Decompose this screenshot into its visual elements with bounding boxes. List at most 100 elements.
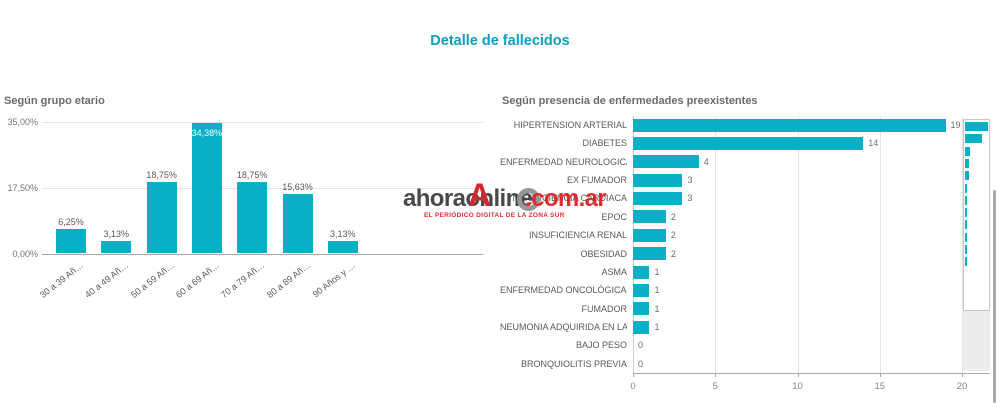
condition-bar[interactable] xyxy=(633,265,650,279)
v-gridline xyxy=(797,116,799,373)
bar-value-label: 0 xyxy=(638,340,644,351)
minimap-bar xyxy=(965,134,982,144)
condition-bar[interactable] xyxy=(633,228,666,242)
v-gridline xyxy=(962,116,963,373)
condition-bar[interactable] xyxy=(633,192,683,206)
chart-minimap[interactable] xyxy=(963,119,990,371)
x-axis-tick-label: 15 xyxy=(874,381,886,392)
chart-cond-title: Según presencia de enfermedades preexist… xyxy=(502,95,758,107)
category-label: HIPERTENSION ARTERIAL xyxy=(513,120,627,130)
age-bar[interactable] xyxy=(56,229,86,253)
bar-value-label: 1 xyxy=(654,285,660,296)
page-title: Detalle de fallecidos xyxy=(430,33,570,49)
bar-value-label: 18,75% xyxy=(236,170,268,181)
condition-bar[interactable] xyxy=(633,320,650,334)
watermark-brand-text: ahoraonline xyxy=(403,185,533,212)
condition-bar[interactable] xyxy=(633,173,683,187)
minimap-bar xyxy=(965,158,969,168)
axis-tick xyxy=(715,373,717,377)
y-axis-tick-label: 0,00% xyxy=(12,249,38,259)
chart-age-groups: Según grupo etario 0,00% 17,50% 35,00% 6,25… xyxy=(2,92,488,312)
category-label: FUMADOR xyxy=(581,303,628,314)
minimap-bar xyxy=(965,245,967,254)
category-label: EX FUMADOR xyxy=(566,175,627,186)
axis-tick xyxy=(633,373,634,377)
x-axis-line xyxy=(633,373,990,374)
condition-bar[interactable] xyxy=(633,210,666,224)
bar-value-label: 1 xyxy=(654,303,660,314)
condition-bar[interactable] xyxy=(633,283,650,297)
condition-bar[interactable] xyxy=(633,118,946,132)
cond-chart-plot: 0 5 10 15 20 HIPERTENSION ARTERIAL 19 DIABETES 1… xyxy=(500,116,990,392)
condition-bar[interactable] xyxy=(633,247,666,261)
age-bar[interactable] xyxy=(327,241,358,253)
bar-value-label: 3 xyxy=(687,193,693,204)
category-label: BRONQUIOLITIS PREVIA xyxy=(520,358,627,369)
bar-value-label: 2 xyxy=(670,211,676,222)
watermark-tagline: EL PERIÓDICO DIGITAL DE LA ZONA SUR xyxy=(424,212,565,219)
category-label: ENFERMEDAD ONCOLÓGICA PR… xyxy=(500,285,627,296)
minimap-bar xyxy=(965,146,970,156)
bar-value-label: 34,38% xyxy=(191,128,223,139)
age-bar[interactable] xyxy=(237,182,268,253)
condition-bar[interactable] xyxy=(633,155,699,169)
watermark-ring-icon xyxy=(517,188,540,211)
axis-tick xyxy=(797,373,799,377)
category-label: INSUFICIENCIA RENAL xyxy=(528,230,627,241)
axis-tick xyxy=(879,373,881,377)
bar-value-label: 14 xyxy=(868,138,879,149)
h-gridline xyxy=(42,122,483,123)
minimap-bar xyxy=(965,171,969,181)
minimap-bar xyxy=(965,195,968,205)
minimap-offscreen-area[interactable] xyxy=(963,311,990,371)
y-axis-tick-label: 17,50% xyxy=(7,183,38,193)
bar-value-label: 3,13% xyxy=(330,229,356,240)
bar-value-label: 3,13% xyxy=(103,229,130,240)
chart-age-title: Según grupo etario xyxy=(4,95,105,107)
x-axis-tick-label: 10 xyxy=(792,381,803,392)
condition-bar[interactable] xyxy=(633,137,864,151)
category-label: NEUMONIA ADQUIRIDA EN LA C… xyxy=(500,321,627,332)
bar-value-label: 19 xyxy=(950,120,961,130)
age-bar[interactable] xyxy=(101,241,132,253)
chart-preexisting-conditions: Según presencia de enfermedades preexist… xyxy=(500,92,997,400)
bar-value-label: 2 xyxy=(670,230,676,241)
minimap-viewport[interactable] xyxy=(963,119,990,311)
age-bar[interactable] xyxy=(191,123,222,253)
watermark-letter-a-icon: A xyxy=(468,177,492,213)
minimap-bar xyxy=(965,183,968,193)
age-bar[interactable] xyxy=(282,194,313,253)
y-axis-tick-label: 35,00% xyxy=(7,117,38,127)
watermark-domain-text: .com.ar xyxy=(525,185,607,212)
x-axis-tick-label: 20 xyxy=(956,381,968,392)
minimap-bar xyxy=(965,208,968,218)
bar-value-label: 18,75% xyxy=(146,170,177,181)
bar-value-label: 6,25% xyxy=(58,217,84,228)
minimap-bar xyxy=(965,220,967,230)
category-label: ENFERMEDAD NEUROLOGICA P… xyxy=(500,156,627,167)
v-gridline xyxy=(633,116,634,373)
minimap-bar xyxy=(965,257,967,267)
age-bar[interactable] xyxy=(146,182,177,253)
watermark: ahoraonline A .com.ar EL PERIÓDICO DIGIT… xyxy=(398,177,613,223)
minimap-bar xyxy=(965,232,967,242)
page-scrollbar-thumb[interactable] xyxy=(993,190,996,403)
age-chart-plot: 0,00% 17,50% 35,00% 6,25% 30 a 39 Añ… 3,13% 40… xyxy=(7,117,483,300)
minimap-bar xyxy=(965,122,988,131)
category-label: DIABETES xyxy=(582,138,627,149)
category-label: OBESIDAD xyxy=(580,248,627,259)
bar-value-label: 0 xyxy=(638,358,644,369)
category-label: INSUFICIENCIA CARDIACA xyxy=(512,193,627,204)
v-gridline xyxy=(715,116,717,373)
bar-value-label: 2 xyxy=(670,248,676,259)
category-label: EPOC xyxy=(601,211,627,222)
axis-tick xyxy=(962,373,963,377)
bar-value-label: 4 xyxy=(703,156,709,167)
condition-bar[interactable] xyxy=(633,302,650,316)
bar-value-label: 15,63% xyxy=(282,182,313,193)
category-label: BAJO PESO xyxy=(575,340,627,351)
x-axis-tick-label: 0 xyxy=(630,381,636,392)
x-axis-tick-label: 5 xyxy=(712,381,718,392)
category-label: ASMA xyxy=(601,266,627,277)
bar-value-label: 1 xyxy=(654,321,660,332)
